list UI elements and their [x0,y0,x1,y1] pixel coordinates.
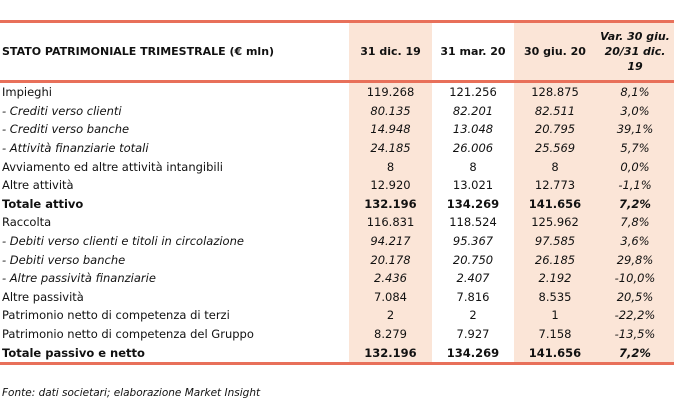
row-label: - Debiti verso clienti e titoli in circo… [2,234,244,249]
row-label: Patrimonio netto di competenza di terzi [2,308,230,323]
row-label: - Crediti verso clienti [2,103,122,118]
cell-value: 2 [349,306,432,325]
cell-value: 24.185 [349,138,432,158]
cell-value: 13.021 [452,178,494,193]
cell-value: 82.201 [452,103,494,118]
table-row: Totale attivo 132.196 134.269 141.656 7,2% [0,194,674,214]
cell-value: 116.831 [349,213,432,232]
table-row: - Attività finanziarie totali 24.185 26.00… [0,138,674,158]
row-label: Altre attività [2,178,74,193]
cell-value: -13,5% [596,324,674,344]
cell-value: 20.178 [349,250,432,269]
cell-value: 2.192 [514,268,596,288]
table-row: - Debiti verso clienti e titoli in circo… [0,231,674,251]
table-row: Altre attività 12.920 13.021 12.773 -1,1% [0,175,674,195]
cell-value: 2 [469,308,477,323]
table-row: Patrimonio netto di competenza di terzi 2… [0,306,674,325]
cell-value: 97.585 [514,231,596,251]
cell-value: 12.920 [349,175,432,195]
cell-value: 7,8% [596,213,674,232]
table-header: STATO PATRIMONIALE TRIMESTRALE (€ mln) 3… [0,21,674,82]
cell-value: 8,1% [596,81,674,102]
table-row: - Debiti verso banche 20.178 20.750 26.185 2… [0,250,674,269]
cell-value: 121.256 [449,85,497,100]
cell-value: 39,1% [596,120,674,139]
balance-sheet-table: STATO PATRIMONIALE TRIMESTRALE (€ mln) 3… [0,20,674,365]
cell-value: -22,2% [596,306,674,325]
table-row: Totale passivo e netto 132.196 134.269 141.… [0,343,674,364]
cell-value: 125.962 [514,213,596,232]
cell-value: 141.656 [514,343,596,364]
cell-value: 8 [349,157,432,176]
row-label: Avviamento ed altre attività intangibili [2,159,223,174]
cell-value: 0,0% [596,157,674,176]
cell-value: 8.535 [514,287,596,307]
cell-value: 119.268 [349,81,432,102]
cell-value: 8 [514,157,596,176]
cell-value: 80.135 [349,101,432,121]
cell-value: 95.367 [452,234,494,249]
cell-value: 7.816 [456,289,490,304]
cell-value: 132.196 [349,343,432,364]
cell-value: 26.185 [514,250,596,269]
row-label: Impieghi [2,85,52,100]
cell-value: 118.524 [449,215,497,230]
cell-value: 141.656 [514,194,596,214]
row-label: Totale attivo [2,196,84,211]
table-title: STATO PATRIMONIALE TRIMESTRALE (€ mln) [2,44,275,58]
cell-value: 13.048 [452,122,494,137]
cell-value: 2.436 [349,268,432,288]
cell-value: 2.407 [456,271,490,286]
cell-value: 20.750 [452,252,494,267]
cell-value: 26.006 [452,141,494,156]
cell-value: -10,0% [596,268,674,288]
cell-value: 132.196 [349,194,432,214]
table-row: Raccolta 116.831 118.524 125.962 7,8% [0,213,674,232]
balance-sheet-table-wrap: STATO PATRIMONIALE TRIMESTRALE (€ mln) 3… [0,20,674,365]
cell-value: -1,1% [596,175,674,195]
row-label: Patrimonio netto di competenza del Grupp… [2,327,254,342]
col-header: 30 giu. 20 [514,21,596,82]
col-header-variation: Var. 30 giu. 20/31 dic. 19 [596,21,674,82]
table-row: Avviamento ed altre attività intangibili… [0,157,674,176]
table-row: - Crediti verso banche 14.948 13.048 20.795… [0,120,674,139]
table-row: Patrimonio netto di competenza del Grupp… [0,324,674,344]
cell-value: 94.217 [349,231,432,251]
cell-value: 5,7% [596,138,674,158]
table-row: - Altre passività finanziarie 2.436 2.407 2… [0,268,674,288]
cell-value: 8.279 [349,324,432,344]
row-label: - Attività finanziarie totali [2,141,149,156]
cell-value: 134.269 [446,345,500,360]
col-header: 31 mar. 20 [440,44,506,58]
col-header: 31 dic. 19 [349,21,432,82]
row-label: Altre passività [2,289,84,304]
table-row: Impieghi 119.268 121.256 128.875 8,1% [0,81,674,102]
cell-value: 3,6% [596,231,674,251]
cell-value: 25.569 [514,138,596,158]
cell-value: 14.948 [349,120,432,139]
cell-value: 12.773 [514,175,596,195]
row-label: Raccolta [2,215,52,230]
cell-value: 29,8% [596,250,674,269]
row-label: - Debiti verso banche [2,252,126,267]
cell-value: 82.511 [514,101,596,121]
table-row: - Crediti verso clienti 80.135 82.201 82.51… [0,101,674,121]
cell-value: 20.795 [514,120,596,139]
cell-value: 7,2% [596,194,674,214]
row-label: - Altre passività finanziarie [2,271,156,286]
cell-value: 128.875 [514,81,596,102]
cell-value: 7,2% [596,343,674,364]
cell-value: 1 [514,306,596,325]
cell-value: 8 [469,159,477,174]
cell-value: 3,0% [596,101,674,121]
cell-value: 7.927 [456,327,490,342]
cell-value: 134.269 [446,196,500,211]
row-label: Totale passivo e netto [2,345,145,360]
table-row: Altre passività 7.084 7.816 8.535 20,5% [0,287,674,307]
row-label: - Crediti verso banche [2,122,130,137]
cell-value: 7.158 [514,324,596,344]
cell-value: 7.084 [349,287,432,307]
cell-value: 20,5% [596,287,674,307]
footnote: Fonte: dati societari; elaborazione Mark… [2,387,261,399]
